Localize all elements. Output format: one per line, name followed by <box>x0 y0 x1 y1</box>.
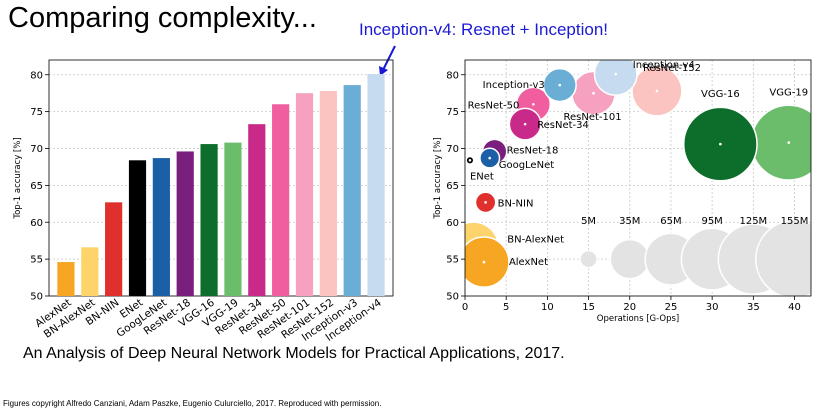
bar-vgg-19 <box>224 142 242 296</box>
bubble-center-inception-v4 <box>614 72 618 76</box>
bar-resnet-50 <box>272 104 290 296</box>
bar-enet <box>128 160 147 296</box>
size-legend-155m <box>755 219 811 296</box>
size-legend-35m <box>609 238 650 280</box>
bubble-xtick-label: 25 <box>665 302 678 313</box>
bubble-xtick-label: 30 <box>706 302 719 313</box>
bubble-vgg-19 <box>750 104 811 181</box>
bubble-xtick-label: 5 <box>503 302 509 313</box>
bubble-alexnet <box>465 236 510 288</box>
bubble-xtick-label: 0 <box>462 302 468 313</box>
bubble-label-inception-v4: Inception-v4 <box>633 60 695 71</box>
annotation-arrow-head <box>379 66 388 76</box>
bubble-center-googlenet <box>488 156 492 160</box>
bubble-center-resnet-101 <box>592 91 595 95</box>
bar-ytick-label: 70 <box>30 144 43 155</box>
size-legend-label: 155M <box>781 216 809 227</box>
bubble-ytick-label: 65 <box>446 181 459 192</box>
bubble-center-alexnet <box>482 260 486 264</box>
bubble-label-resnet-34: ResNet-34 <box>537 120 589 131</box>
size-legend-label: 65M <box>660 216 681 227</box>
bubble-center-enet <box>468 159 472 162</box>
bar-resnet-34 <box>248 124 266 296</box>
bubble-center-bn-nin <box>484 201 487 204</box>
bubble-label-resnet-152: ResNet-152 <box>643 63 701 74</box>
bubble-ylabel: Top-1 accuracy [%] <box>433 137 443 219</box>
size-legend-label: 125M <box>739 216 767 227</box>
size-legend-5m <box>579 249 598 269</box>
bubble-xlabel: Operations [G-Ops] <box>597 314 679 324</box>
bubble-ytick-label: 60 <box>446 218 459 229</box>
bar-ytick-label: 80 <box>30 70 43 81</box>
bar-ytick-label: 60 <box>30 218 43 229</box>
bubble-label-bn-alexnet: BN-AlexNet <box>507 234 564 245</box>
annotation-arrow-line <box>382 45 396 71</box>
bubble-xtick-label: 20 <box>623 302 636 313</box>
bubble-center-resnet-50 <box>532 102 535 106</box>
bar-ytick-label: 65 <box>30 181 43 192</box>
bubble-center-vgg-19 <box>787 141 791 144</box>
bubble-label-bn-nin: BN-NIN <box>498 198 534 209</box>
bubble-ytick-label: 70 <box>446 144 459 155</box>
bubble-ytick-label: 50 <box>446 292 459 303</box>
bar-ytick-label: 50 <box>30 292 43 303</box>
bar-ytick-label: 75 <box>30 107 43 118</box>
inception-v4-annotation: Inception-v4: Resnet + Inception! <box>359 20 609 39</box>
figure-credit: Figures copyright Alfredo Canziani, Adam… <box>3 399 382 408</box>
size-legend-label: 95M <box>701 216 722 227</box>
bubble-center-resnet-34 <box>523 122 527 126</box>
bar-bn-nin <box>105 202 123 296</box>
bubble-xtick-label: 35 <box>747 302 760 313</box>
bubble-label-enet: ENet <box>470 171 494 182</box>
bubble-plot-area <box>465 60 811 296</box>
size-legend-label: 35M <box>619 216 640 227</box>
bubble-inception-v4 <box>593 60 638 97</box>
bar-alexnet <box>57 262 75 296</box>
bubble-label-vgg-19: VGG-19 <box>769 88 808 99</box>
bubble-axes-frame <box>464 59 812 297</box>
bubble-center-vgg-16 <box>719 142 722 146</box>
bubble-center-resnet-152 <box>655 89 659 93</box>
bubble-xtick-label: 40 <box>788 302 801 313</box>
bubble-xtick-label: 15 <box>582 302 595 313</box>
bar-axes-frame <box>48 59 394 297</box>
bar-resnet-152 <box>319 90 337 296</box>
bubble-label-googlenet: GoogLeNet <box>499 160 555 171</box>
bubble-label-resnet-101: ResNet-101 <box>564 112 622 123</box>
bubble-label-resnet-18: ResNet-18 <box>507 145 559 156</box>
bubble-label-resnet-50: ResNet-50 <box>468 100 520 111</box>
bar-bn-alexnet <box>81 247 99 296</box>
bubble-ytick-label: 55 <box>446 255 459 266</box>
size-legend-label: 5M <box>581 216 596 227</box>
bubble-label-vgg-16: VGG-16 <box>701 89 740 100</box>
bar-ylabel: Top-1 accuracy [%] <box>13 137 23 219</box>
bar-googlenet <box>152 158 170 296</box>
bar-vgg-16 <box>200 144 218 296</box>
bubble-ytick-label: 75 <box>446 107 459 118</box>
bubble-label-inception-v3: Inception-v3 <box>483 80 545 91</box>
bar-resnet-18 <box>176 151 194 296</box>
bubble-xtick-label: 10 <box>541 302 554 313</box>
slide-title: Comparing complexity... <box>8 2 317 34</box>
bubble-ytick-label: 80 <box>446 70 459 81</box>
bubble-center-inception-v3 <box>558 83 562 87</box>
bar-inception-v4 <box>367 74 385 296</box>
bubble-label-alexnet: AlexNet <box>509 257 548 268</box>
bar-ytick-label: 55 <box>30 255 43 266</box>
bar-resnet-101 <box>295 93 314 296</box>
paper-caption: An Analysis of Deep Neural Network Model… <box>23 345 565 362</box>
bar-inception-v3 <box>343 85 361 296</box>
